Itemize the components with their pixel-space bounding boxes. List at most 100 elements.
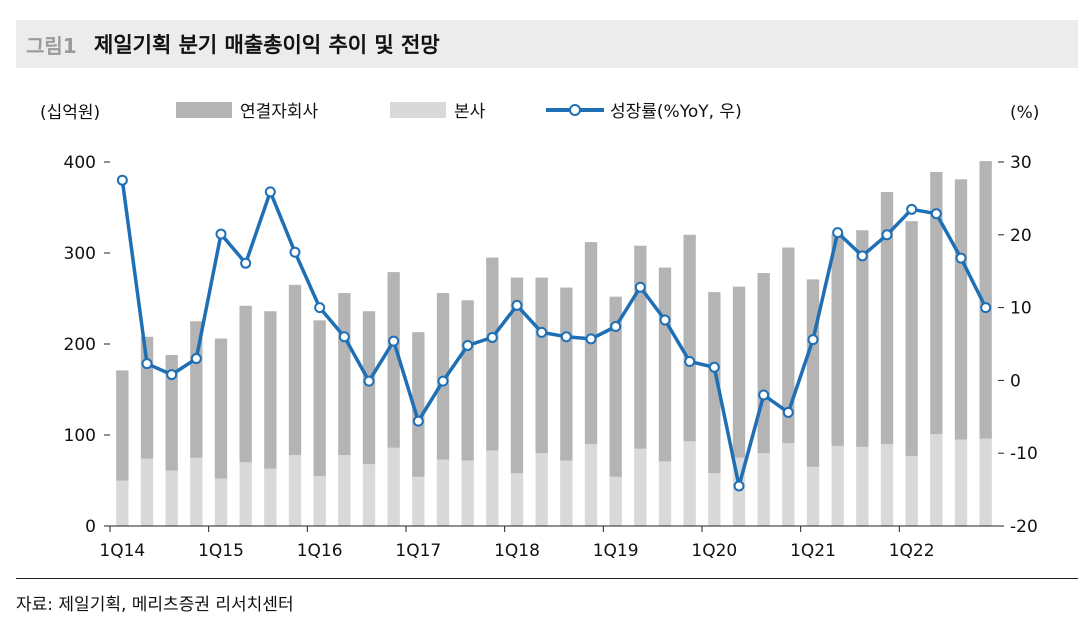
growth-point-2Q16 xyxy=(338,331,350,343)
bar-subsidiary-1Q14 xyxy=(116,370,129,481)
growth-point-2Q18 xyxy=(536,326,548,338)
bar-headquarters-4Q17 xyxy=(486,450,499,526)
axes-layer: 0 100 200 300 400 -20 -10 0 10 20 30 1Q14 1Q15 1Q16 1Q… xyxy=(64,153,1038,561)
bar-subsidiary-3Q14 xyxy=(165,354,178,471)
bar-subsidiary-4Q15 xyxy=(288,284,302,456)
bar-subsidiary-2Q21 xyxy=(831,233,844,446)
growth-point-4Q22 xyxy=(980,302,992,314)
bar-subsidiary-2Q19 xyxy=(634,245,647,449)
bar-headquarters-3Q17 xyxy=(461,460,474,526)
x-tick-label: 1Q22 xyxy=(889,541,935,561)
growth-point-3Q16 xyxy=(363,375,375,387)
bar-headquarters-2Q14 xyxy=(140,458,154,526)
legend-swatch-headquarters xyxy=(390,102,446,118)
growth-point-3Q21 xyxy=(856,250,868,262)
bar-subsidiary-3Q20 xyxy=(757,273,770,454)
footer-rule xyxy=(16,578,1078,579)
bar-layer xyxy=(116,161,992,526)
bar-headquarters-1Q19 xyxy=(609,476,622,526)
bar-subsidiary-3Q16 xyxy=(362,311,376,465)
bar-headquarters-4Q21 xyxy=(880,444,894,526)
growth-point-1Q19 xyxy=(610,321,622,333)
growth-point-4Q16 xyxy=(388,335,400,347)
bar-headquarters-4Q18 xyxy=(584,444,598,526)
growth-point-3Q15 xyxy=(264,186,276,198)
figure-number: 그림1 xyxy=(26,34,77,58)
y-left-tick-label: 400 xyxy=(64,153,96,173)
growth-line-layer xyxy=(116,174,992,492)
bar-headquarters-2Q17 xyxy=(436,459,450,526)
bar-headquarters-1Q22 xyxy=(905,455,918,526)
growth-point-1Q16 xyxy=(314,302,326,314)
y-left-tick-label: 200 xyxy=(64,335,96,355)
legend-label-subsidiary: 연결자회사 xyxy=(240,102,319,122)
growth-point-3Q20 xyxy=(758,389,770,401)
bar-headquarters-2Q15 xyxy=(239,462,252,526)
x-tick-label: 1Q20 xyxy=(691,541,737,561)
bar-headquarters-3Q14 xyxy=(165,470,178,526)
bar-subsidiary-2Q15 xyxy=(239,305,252,463)
bar-subsidiary-3Q19 xyxy=(658,267,672,462)
bar-subsidiary-4Q20 xyxy=(782,247,795,444)
bar-subsidiary-1Q22 xyxy=(905,221,918,456)
left-axis-unit: (십억원) xyxy=(40,103,100,123)
bar-headquarters-3Q19 xyxy=(658,461,672,526)
bar-headquarters-4Q16 xyxy=(387,447,400,526)
x-tick-label: 1Q16 xyxy=(297,541,343,561)
bar-headquarters-4Q20 xyxy=(782,443,795,526)
bar-headquarters-1Q16 xyxy=(313,475,326,526)
bar-subsidiary-3Q15 xyxy=(264,311,277,469)
bar-headquarters-3Q20 xyxy=(757,453,770,526)
growth-point-3Q14 xyxy=(166,369,178,381)
bar-headquarters-1Q15 xyxy=(214,478,228,526)
growth-point-1Q20 xyxy=(708,361,720,373)
bar-subsidiary-4Q21 xyxy=(880,192,894,445)
y-right-tick-label: 30 xyxy=(1010,153,1032,173)
growth-point-4Q19 xyxy=(684,355,696,367)
growth-point-2Q14 xyxy=(141,358,153,370)
growth-point-2Q20 xyxy=(733,480,745,492)
growth-point-1Q22 xyxy=(906,203,918,215)
bar-subsidiary-4Q17 xyxy=(486,257,499,451)
x-tick-label: 1Q14 xyxy=(99,541,145,561)
legend-swatch-subsidiary xyxy=(176,102,232,118)
growth-point-4Q17 xyxy=(486,331,498,343)
bar-subsidiary-1Q19 xyxy=(609,296,622,477)
bar-subsidiary-3Q22 xyxy=(954,179,968,440)
growth-point-2Q22 xyxy=(930,208,942,220)
bar-subsidiary-1Q20 xyxy=(708,292,721,474)
bar-headquarters-3Q18 xyxy=(560,460,573,526)
growth-point-3Q22 xyxy=(955,252,967,264)
bar-subsidiary-2Q20 xyxy=(732,286,746,458)
bar-headquarters-3Q22 xyxy=(954,439,968,526)
growth-point-4Q20 xyxy=(782,406,794,418)
bar-subsidiary-3Q18 xyxy=(560,287,573,461)
y-right-tick-label: 20 xyxy=(1010,226,1032,246)
growth-point-2Q15 xyxy=(240,257,252,269)
growth-point-2Q21 xyxy=(832,227,844,239)
growth-point-1Q15 xyxy=(215,228,227,240)
bar-headquarters-2Q18 xyxy=(535,453,548,526)
source-note: 자료: 제일기획, 메리츠증권 리서치센터 xyxy=(16,595,294,615)
y-left-tick-label: 0 xyxy=(85,517,96,537)
bar-subsidiary-1Q21 xyxy=(806,279,820,467)
figure-title: 제일기획 분기 매출총이익 추이 및 전망 xyxy=(94,33,440,57)
bar-subsidiary-1Q16 xyxy=(313,320,326,476)
growth-point-4Q14 xyxy=(190,353,202,365)
growth-point-4Q21 xyxy=(881,229,893,241)
bar-headquarters-2Q16 xyxy=(338,455,351,526)
bar-headquarters-3Q21 xyxy=(856,446,869,526)
bar-subsidiary-2Q18 xyxy=(535,277,548,454)
y-left-tick-label: 300 xyxy=(64,244,96,264)
growth-line xyxy=(120,179,988,488)
legend-label-growth: 성장률(%YoY, 우) xyxy=(610,102,742,122)
x-tick-label: 1Q19 xyxy=(593,541,639,561)
bar-subsidiary-2Q16 xyxy=(338,293,351,456)
bar-headquarters-3Q16 xyxy=(362,464,376,526)
y-left-tick-label: 100 xyxy=(64,426,96,446)
figure-title-bar: 그림1 제일기획 분기 매출총이익 추이 및 전망 xyxy=(16,20,1078,68)
legend-marker-growth xyxy=(569,104,581,116)
bar-headquarters-2Q22 xyxy=(930,434,943,526)
growth-point-1Q21 xyxy=(807,334,819,346)
